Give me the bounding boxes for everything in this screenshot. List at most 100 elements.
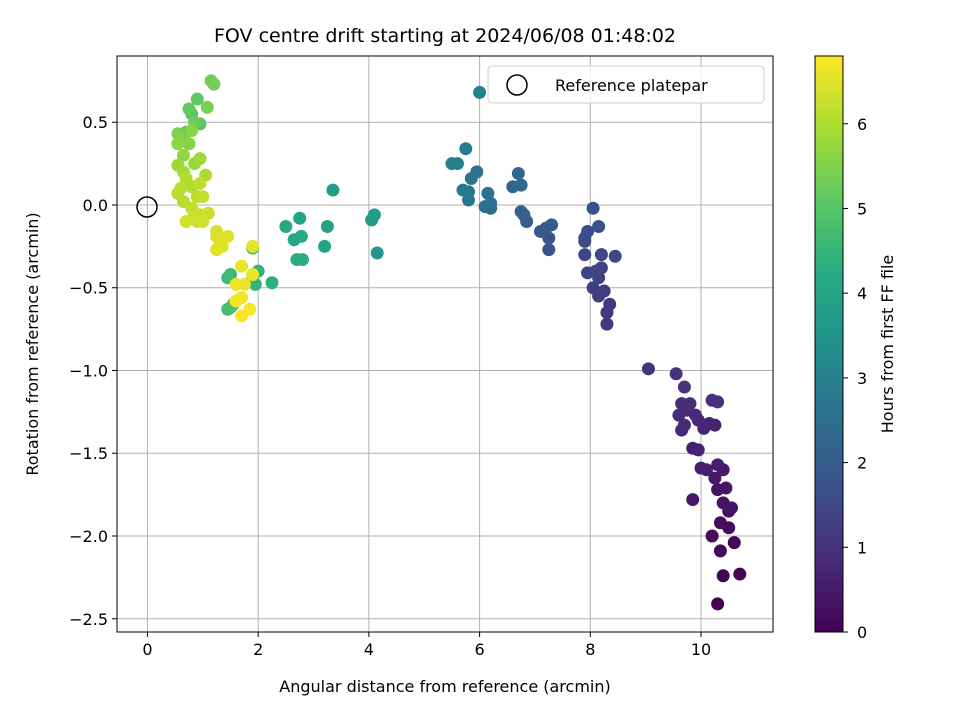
data-point [514,178,528,192]
data-point [705,529,719,543]
data-point [459,142,473,156]
data-point [586,281,600,295]
data-point [484,196,498,210]
data-point [597,284,611,298]
data-point [581,224,595,238]
data-point [367,208,381,222]
data-point [589,264,603,278]
chart-title: FOV centre drift starting at 2024/06/08 … [214,25,676,47]
data-point [182,102,196,116]
data-point [669,367,683,381]
legend-label-reference: Reference platepar [555,76,708,95]
data-point [207,77,221,91]
data-point [711,597,725,611]
legend: Reference platepar [487,65,765,104]
x-tick-label: 4 [364,640,374,659]
data-point [176,148,190,162]
data-point [221,229,235,243]
data-point [318,239,332,253]
y-axis-ticks: −2.5 −2.0 −1.5 −1.0 −0.5 0.0 0.5 [69,113,117,629]
y-tick-label: −2.5 [69,610,108,629]
data-point [719,481,733,495]
data-point [711,458,725,472]
data-point [279,219,293,233]
data-point [196,215,210,229]
colorbar-tick-label: 3 [857,369,867,388]
data-point [586,201,600,215]
data-point [235,259,249,273]
data-point [713,516,727,530]
data-point [229,277,243,291]
data-point [370,246,384,260]
data-point [594,248,608,262]
data-point [481,186,495,200]
data-point [210,243,224,257]
y-tick-label: −1.5 [69,444,108,463]
data-point [603,297,617,311]
data-point [592,219,606,233]
grid-lines [117,56,773,632]
data-point [677,418,691,432]
data-point [677,380,691,394]
data-point [545,218,559,232]
data-point [294,229,308,243]
data-point [578,248,592,262]
data-point [542,243,556,257]
data-point [445,157,459,171]
data-point [295,253,309,267]
data-point [171,127,185,141]
data-point [229,294,243,308]
data-point [171,137,185,151]
data-points [171,74,747,611]
data-point [511,167,525,181]
data-point [193,176,207,190]
data-point [200,100,214,114]
data-point [320,219,334,233]
y-tick-label: 0.5 [83,113,108,132]
data-point [326,183,340,197]
data-point [641,362,655,376]
x-axis-title: Angular distance from reference (arcmin) [279,677,610,696]
data-point [182,137,196,151]
y-tick-label: −2.0 [69,527,108,546]
data-point [464,171,478,185]
data-point [185,123,199,137]
data-point [456,183,470,197]
x-axis-ticks: 0 2 4 6 8 10 [142,632,711,659]
y-tick-label: −1.0 [69,361,108,380]
colorbar-tick-label: 1 [857,538,867,557]
data-point [514,205,528,219]
legend-box [487,65,765,104]
data-point [196,190,210,204]
data-point [683,397,697,411]
colorbar-tick-label: 2 [857,454,867,473]
data-point [193,152,207,166]
data-point [246,239,260,253]
data-point [608,249,622,263]
data-point [691,443,705,457]
data-point [708,471,722,485]
data-point [179,215,193,229]
data-point [694,461,708,475]
reference-point-marker [136,196,158,218]
data-point [246,267,260,281]
colorbar-label: Hours from first FF file [878,255,897,434]
data-point [733,567,747,581]
x-tick-label: 0 [142,640,152,659]
x-tick-label: 6 [475,640,485,659]
colorbar-ticks: 0 1 2 3 4 5 6 [843,115,867,642]
data-point [248,277,262,291]
data-point [724,501,738,515]
x-tick-label: 8 [585,640,595,659]
data-point [713,544,727,558]
colorbar-bar [814,55,844,633]
colorbar-tick-label: 6 [857,115,867,134]
y-tick-label: −0.5 [69,279,108,298]
plot-frame [116,55,774,633]
y-tick-label: 0.0 [83,196,108,215]
data-point [600,317,614,331]
data-point [235,309,249,323]
data-point [686,493,700,507]
data-point [473,85,487,99]
